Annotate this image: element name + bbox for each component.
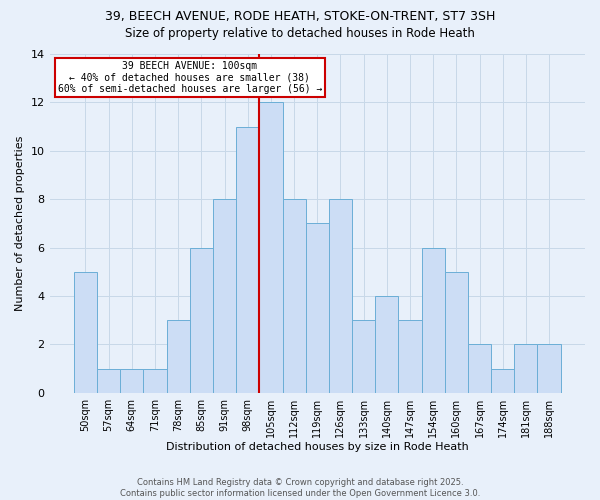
Bar [445,272,468,393]
Bar [422,248,445,393]
Bar [538,344,560,393]
Bar [468,344,491,393]
Y-axis label: Number of detached properties: Number of detached properties [15,136,25,311]
Bar [236,126,259,393]
Bar [491,368,514,393]
Bar [167,320,190,393]
Bar [352,320,375,393]
Text: 39, BEECH AVENUE, RODE HEATH, STOKE-ON-TRENT, ST7 3SH: 39, BEECH AVENUE, RODE HEATH, STOKE-ON-T… [105,10,495,23]
Bar [305,224,329,393]
Bar [143,368,167,393]
Bar [375,296,398,393]
Text: Size of property relative to detached houses in Rode Heath: Size of property relative to detached ho… [125,28,475,40]
Bar [74,272,97,393]
Bar [97,368,120,393]
Bar [190,248,213,393]
Text: Contains HM Land Registry data © Crown copyright and database right 2025.
Contai: Contains HM Land Registry data © Crown c… [120,478,480,498]
Bar [213,199,236,393]
Bar [398,320,422,393]
Bar [259,102,283,393]
Bar [283,199,305,393]
X-axis label: Distribution of detached houses by size in Rode Heath: Distribution of detached houses by size … [166,442,469,452]
Bar [120,368,143,393]
Bar [329,199,352,393]
Bar [514,344,538,393]
Text: 39 BEECH AVENUE: 100sqm
← 40% of detached houses are smaller (38)
60% of semi-de: 39 BEECH AVENUE: 100sqm ← 40% of detache… [58,62,322,94]
